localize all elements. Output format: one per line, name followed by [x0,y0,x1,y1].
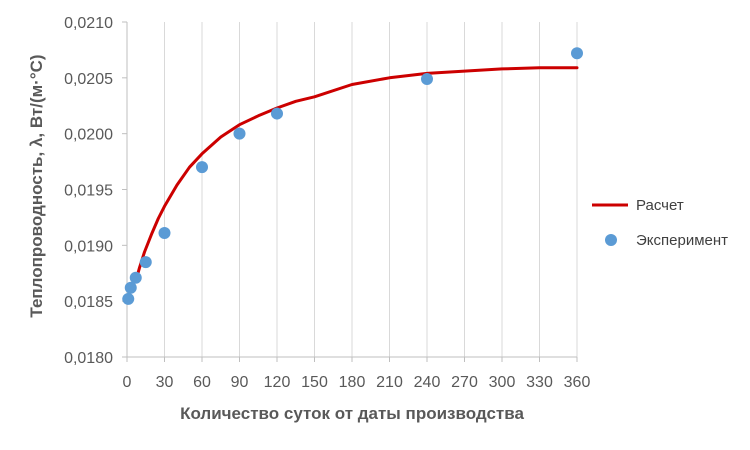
data-point-eksperiment [129,271,142,284]
x-tick-label: 120 [264,374,291,391]
x-tick-label: 90 [231,374,249,391]
x-tick-label: 180 [339,374,366,391]
y-tick-label: 0,0195 [64,183,113,200]
y-axis-title: Теплопроводность, λ, Вт/(м·°С) [27,54,46,317]
data-point-eksperiment [421,72,433,85]
x-tick-label: 330 [526,374,553,391]
x-tick-label: 150 [301,374,328,391]
y-tick-label: 0,0185 [64,294,113,311]
x-tick-label: 300 [489,374,516,391]
x-tick-label: 270 [451,374,478,391]
grid-lines [164,22,578,357]
x-tick-label: 30 [156,374,174,391]
x-axis-title: Количество суток от даты производства [180,404,524,423]
legend-marker-swatch [605,234,617,246]
x-tick-labels: 0 30 60 90 120 150 180 210 240 270 300 330 360 [123,374,591,391]
data-point-eksperiment [124,281,137,294]
data-point-eksperiment [158,227,171,240]
y-tick-labels: 0,0180 0,0185 0,0190 0,0195 0,0200 0,0205 0,02… [64,15,113,367]
x-tick-label: 360 [564,374,591,391]
series-line-group [134,66,579,283]
series-points-group [122,47,583,305]
y-tick-label: 0,0180 [64,350,113,367]
data-point-eksperiment [196,161,208,174]
data-point-eksperiment [139,256,152,269]
data-point-eksperiment [571,47,583,60]
data-point-eksperiment [271,107,283,120]
x-tick-label: 60 [193,374,211,391]
y-tick-label: 0,0205 [64,71,113,88]
legend-label-raschet: Расчет [636,197,684,214]
data-point-eksperiment [122,292,135,305]
legend-label-eksperiment: Эксперимент [636,232,728,249]
data-point-eksperiment [233,127,246,140]
legend: Расчет Эксперимент [592,197,728,249]
y-tick-label: 0,0190 [64,238,113,255]
series-line-raschet [134,66,579,283]
x-tick-label: 240 [414,374,441,391]
x-tick-label: 210 [376,374,403,391]
x-tick-label: 0 [123,374,132,391]
y-tick-label: 0,0210 [64,15,113,32]
y-tick-label: 0,0200 [64,127,113,144]
axes [122,21,578,362]
